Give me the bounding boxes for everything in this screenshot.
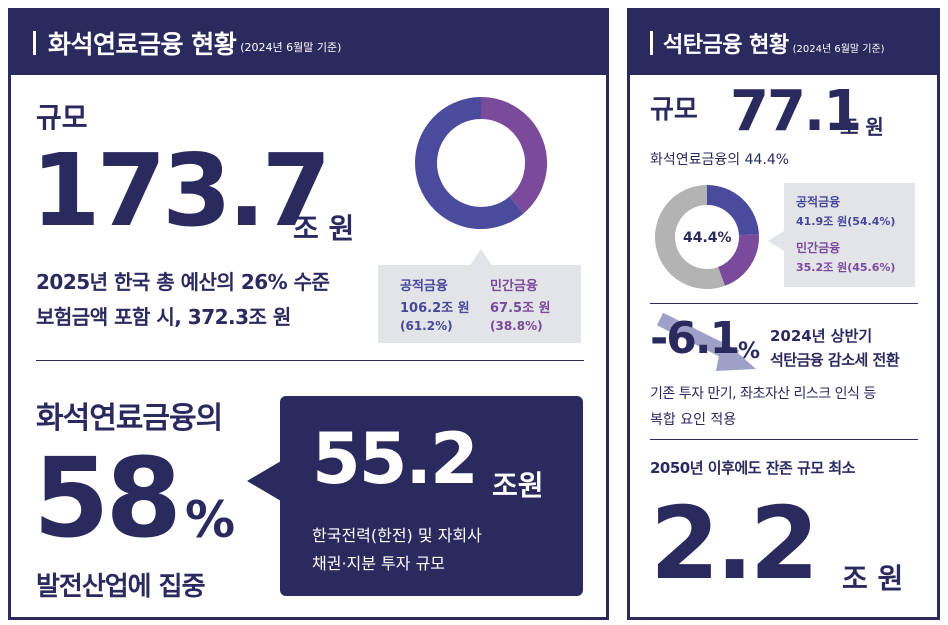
fossil-private-label: 민간금융 — [490, 279, 538, 294]
coal-finance-panel: 석탄금융 현황 (2024년 6월말 기준) 규모 77.1 조 원 화석연료금… — [627, 8, 940, 620]
fossil-public-amount: 106.2조 원 — [400, 301, 470, 316]
down-trend-arrow-icon — [656, 313, 756, 371]
callout-pointer — [247, 461, 281, 501]
fossil-note-line2: 보험금액 포함 시, 372.3조 원 — [36, 305, 291, 329]
coal-change-value: -6.1 — [650, 313, 740, 364]
coal-change-note1: 기존 투자 만기, 좌초자산 리스크 인식 등 — [650, 386, 876, 402]
fossil-note-line1: 2025년 한국 총 예산의 26% 수준 — [36, 270, 330, 294]
fossil-share-footer: 발전산업에 집중 — [36, 572, 205, 602]
fossil-share-unit: % — [185, 491, 236, 549]
fossil-donut-private-slice — [480, 97, 547, 214]
fossil-scale-label: 규모 — [36, 101, 88, 134]
fossil-donut-legend: 공적금융 106.2조 원 (61.2%) 민간금융 67.5조 원 (38.8… — [378, 265, 581, 343]
coal-donut-legend: 공적금융 41.9조 원(54.4%) 민간금융 35.2조 원(45.6%) — [784, 183, 915, 287]
header-accent-bar — [33, 31, 36, 55]
coal-divider-2 — [650, 439, 918, 440]
callout-amount: 55.2 — [312, 418, 479, 500]
callout-box: 55.2 조원 한국전력(한전) 및 자회사 채권·지분 투자 규모 — [280, 396, 583, 596]
fossil-panel-header: 화석연료금융 현황 (2024년 6월말 기준) — [11, 11, 606, 75]
coal-private-label: 민간금융 — [796, 241, 841, 255]
coal-min-unit: 조 원 — [842, 562, 904, 595]
coal-share-of-fossil: 화석연료금융의 44.4% — [650, 152, 790, 168]
coal-panel-subtitle: (2024년 6월말 기준) — [792, 43, 885, 55]
fossil-private-pct: (38.8%) — [490, 319, 543, 333]
fossil-donut-public-slice — [415, 97, 524, 229]
coal-panel-title: 석탄금융 현황 — [663, 33, 789, 58]
fossil-panel-title: 화석연료금융 현황 — [48, 30, 237, 59]
callout-unit: 조원 — [492, 469, 544, 502]
coal-private-detail: 35.2조 원(45.6%) — [796, 261, 896, 274]
coal-divider-1 — [650, 303, 918, 304]
coal-donut-other-slice — [655, 185, 725, 289]
coal-public-label: 공적금융 — [796, 195, 841, 209]
coal-change-note2: 복합 요인 적용 — [650, 412, 737, 428]
coal-public-detail: 41.9조 원(54.4%) — [796, 215, 896, 228]
fossil-amount-unit: 조 원 — [293, 212, 355, 245]
coal-donut-chart — [655, 185, 759, 289]
fossil-share-heading: 화석연료금융의 — [36, 401, 223, 436]
fossil-panel-subtitle: (2024년 6월말 기준) — [240, 41, 342, 54]
fossil-public-pct: (61.2%) — [400, 319, 453, 333]
coal-change-line1: 2024년 상반기 — [770, 327, 873, 345]
fossil-public-label: 공적금융 — [400, 279, 448, 294]
coal-panel-header: 석탄금융 현황 (2024년 6월말 기준) — [630, 11, 937, 75]
coal-donut-private-slice — [717, 234, 759, 286]
fossil-private-amount: 67.5조 원 — [490, 301, 551, 316]
fossil-amount: 173.7 — [31, 132, 331, 249]
coal-amount: 77.1 — [730, 79, 862, 144]
callout-line2: 채권·지분 투자 규모 — [312, 554, 446, 573]
coal-change-unit: % — [738, 339, 761, 364]
coal-donut-center-label: 44.4% — [683, 230, 732, 246]
coal-donut-public-slice — [706, 185, 759, 236]
fossil-divider — [36, 360, 584, 361]
callout-line1: 한국전력(한전) 및 자회사 — [312, 526, 482, 545]
fossil-donut-chart — [415, 97, 547, 229]
coal-min-heading: 2050년 이후에도 잔존 규모 최소 — [650, 459, 855, 477]
header-accent-bar — [650, 31, 653, 55]
coal-legend-pointer — [768, 231, 784, 251]
coal-min-value: 2.2 — [650, 485, 819, 602]
coal-scale-label: 규모 — [650, 95, 698, 125]
fossil-legend-pointer — [469, 249, 493, 267]
coal-change-line2: 석탄금융 감소세 전환 — [770, 351, 900, 369]
coal-amount-unit: 조 원 — [840, 115, 884, 139]
fossil-share-value: 58 — [33, 434, 182, 562]
fossil-finance-panel: 화석연료금융 현황 (2024년 6월말 기준) 규모 173.7 조 원 20… — [8, 8, 609, 620]
